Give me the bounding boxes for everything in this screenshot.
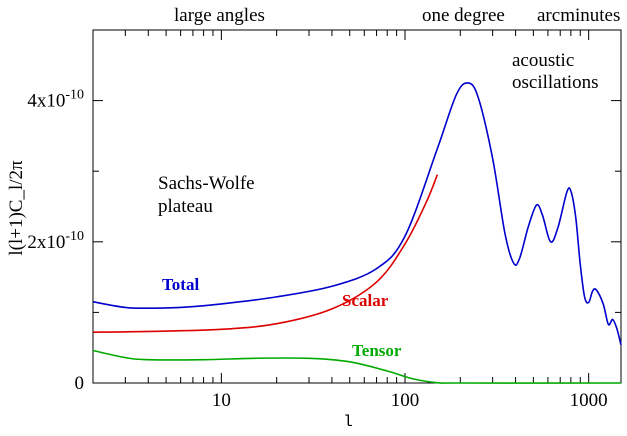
annotation-sachs-wolfe: Sachs-Wolfe bbox=[158, 173, 255, 194]
y-axis: 0 2x10-10 4x10-10 bbox=[27, 29, 621, 394]
annotation-plateau: plateau bbox=[158, 196, 213, 217]
x-tick-label: 10 bbox=[212, 390, 231, 411]
annotation-oscillations: oscillations bbox=[512, 72, 599, 93]
series-line-tensor bbox=[92, 349, 622, 384]
x-tick-label: 1000 bbox=[570, 390, 608, 411]
y-tick-label: 4x10-10 bbox=[27, 88, 84, 112]
y-tick-label: 0 bbox=[75, 373, 85, 394]
annotation-one-degree: one degree bbox=[422, 5, 505, 26]
x-tick-label: 100 bbox=[391, 390, 420, 411]
annotation-acoustic: acoustic bbox=[512, 50, 574, 71]
series-lines bbox=[92, 82, 622, 384]
series-label-scalar: Scalar bbox=[342, 291, 389, 310]
annotation-large-angles: large angles bbox=[174, 5, 265, 26]
annotation-arcminutes: arcminutes bbox=[537, 5, 620, 26]
x-axis-label: l bbox=[343, 413, 353, 431]
series-label-tensor: Tensor bbox=[352, 341, 402, 360]
series-label-total: Total bbox=[162, 275, 199, 294]
y-tick-label: 2x10-10 bbox=[27, 229, 84, 253]
series-line-total bbox=[92, 82, 622, 346]
series-line-scalar bbox=[92, 174, 439, 333]
plot-frame bbox=[92, 29, 622, 384]
x-axis: 10 100 1000 bbox=[92, 30, 608, 411]
y-axis-label: l(l+1)C_l/2π bbox=[6, 160, 27, 256]
